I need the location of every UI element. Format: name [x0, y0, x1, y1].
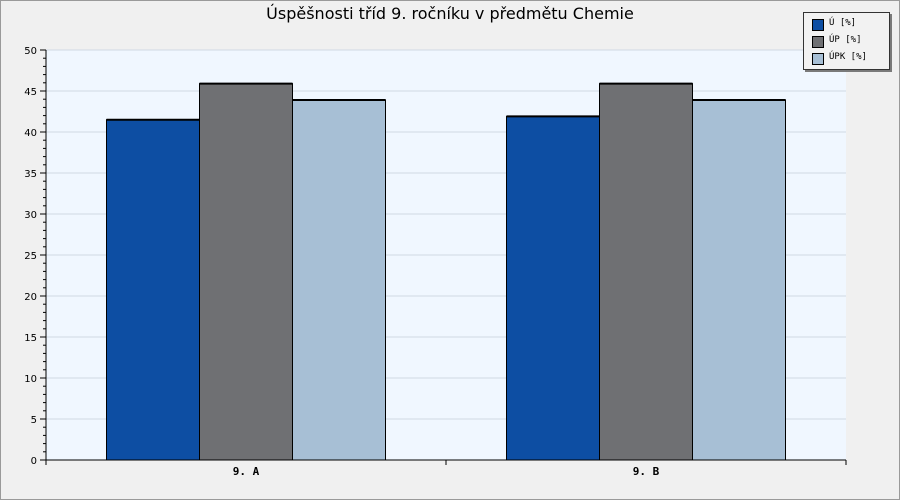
y-tick-label: 25 — [24, 251, 37, 262]
legend-swatch-upk — [812, 53, 824, 65]
y-tick-label: 0 — [31, 456, 37, 467]
y-tick-label: 50 — [24, 46, 37, 57]
y-tick-label: 20 — [24, 292, 37, 303]
y-tick-label: 5 — [31, 415, 37, 426]
legend-label-u: Ú [%] — [829, 18, 857, 28]
y-tick-label: 35 — [24, 169, 37, 180]
chart-title: Úspěšnosti tříd 9. ročníku v předmětu Ch… — [266, 4, 634, 23]
legend-label-up: ÚP [%] — [829, 35, 862, 45]
y-tick-label: 30 — [24, 210, 37, 221]
bar — [292, 99, 386, 461]
y-tick-label: 45 — [24, 87, 37, 98]
y-tick-label: 40 — [24, 128, 37, 139]
y-tick-label: 15 — [24, 333, 37, 344]
bar — [692, 99, 786, 461]
bar — [506, 115, 600, 461]
x-category-label: 9. B — [633, 465, 660, 478]
y-tick-label: 10 — [24, 374, 37, 385]
bar — [106, 119, 200, 461]
bar — [199, 83, 293, 461]
legend-swatch-up — [812, 36, 824, 48]
x-category-label: 9. A — [233, 465, 260, 478]
legend-label-upk: ÚPK [%] — [829, 52, 867, 62]
chart-legend: Ú [%] ÚP [%] ÚPK [%] — [803, 12, 890, 70]
legend-swatch-u — [812, 19, 824, 31]
bar — [599, 83, 693, 461]
